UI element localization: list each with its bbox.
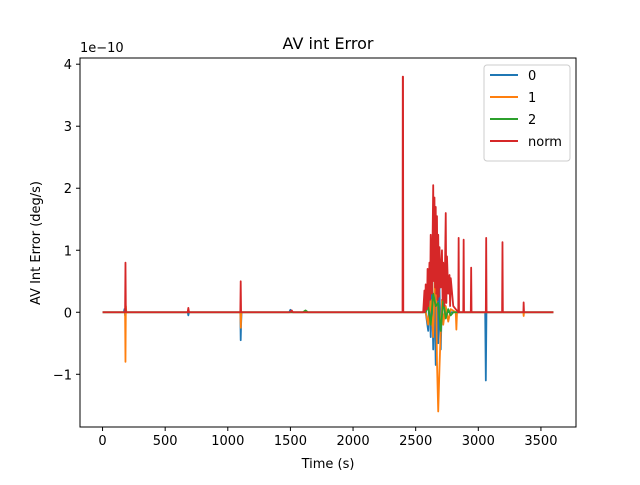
y-tick-label: 3 — [64, 120, 72, 135]
legend-label-norm: norm — [528, 135, 562, 150]
y-tick-label: 1 — [64, 244, 72, 259]
y-tick-label: 4 — [64, 58, 72, 73]
x-axis-label: Time (s) — [301, 457, 355, 472]
x-tick-label: 3000 — [462, 434, 495, 449]
y-tick-label: 2 — [64, 182, 72, 197]
plot-frame — [79, 57, 577, 428]
x-tick-label: 2500 — [399, 434, 432, 449]
plot-area — [102, 75, 554, 413]
x-tick-label: 2000 — [337, 434, 370, 449]
legend-label-1: 1 — [528, 91, 536, 106]
x-tick-label: 1000 — [211, 434, 244, 449]
x-tick-label: 500 — [153, 434, 178, 449]
chart-title: AV int Error — [283, 34, 374, 53]
legend-label-0: 0 — [528, 69, 536, 84]
legend-label-2: 2 — [528, 113, 536, 128]
y-axis-label: AV Int Error (deg/s) — [29, 181, 44, 305]
y-tick-label: −1 — [53, 368, 72, 383]
y-axis-multiplier: 1e−10 — [80, 41, 124, 56]
axes: 0 500 1000 1500 2000 2500 3000 3500 −1 0 1 2 3 4 — [53, 57, 577, 449]
x-tick-label: 1500 — [274, 434, 307, 449]
legend-box — [483, 64, 571, 162]
legend: 0 1 2 norm — [483, 64, 571, 162]
series-line-norm — [102, 75, 554, 314]
x-tick-label: 3500 — [524, 434, 557, 449]
x-tick-label: 0 — [98, 434, 106, 449]
y-tick-label: 0 — [64, 306, 72, 321]
